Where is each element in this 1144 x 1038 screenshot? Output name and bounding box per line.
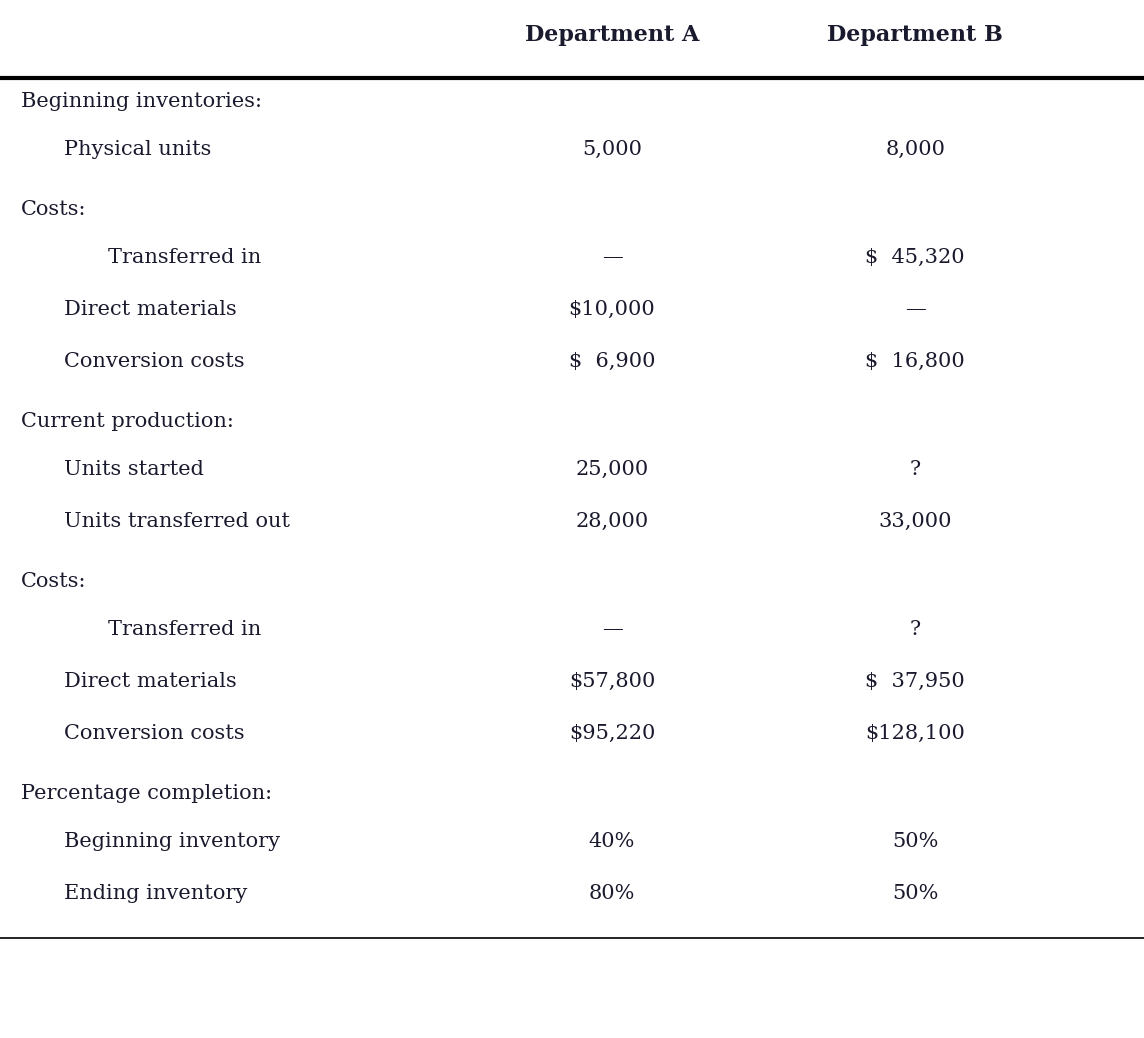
- Text: $  37,950: $ 37,950: [865, 672, 966, 691]
- Text: ?: ?: [909, 460, 921, 479]
- Text: —: —: [905, 300, 925, 319]
- Text: 28,000: 28,000: [575, 512, 649, 531]
- Text: $  16,800: $ 16,800: [865, 352, 966, 371]
- Text: Direct materials: Direct materials: [64, 300, 237, 319]
- Text: 33,000: 33,000: [879, 512, 952, 531]
- Text: $  45,320: $ 45,320: [865, 248, 966, 267]
- Text: $95,220: $95,220: [569, 723, 656, 743]
- Text: 80%: 80%: [589, 884, 635, 903]
- Text: Transferred in: Transferred in: [108, 620, 261, 639]
- Text: ?: ?: [909, 620, 921, 639]
- Text: Ending inventory: Ending inventory: [64, 884, 247, 903]
- Text: 40%: 40%: [589, 832, 635, 851]
- Text: —: —: [602, 248, 622, 267]
- Text: Units started: Units started: [64, 460, 204, 479]
- Text: 50%: 50%: [892, 884, 938, 903]
- Text: Department B: Department B: [827, 24, 1003, 46]
- Text: Direct materials: Direct materials: [64, 672, 237, 691]
- Text: 5,000: 5,000: [582, 140, 642, 159]
- Text: $57,800: $57,800: [569, 672, 656, 691]
- Text: Costs:: Costs:: [21, 572, 86, 591]
- Text: Beginning inventory: Beginning inventory: [64, 832, 280, 851]
- Text: Conversion costs: Conversion costs: [64, 723, 245, 743]
- Text: 8,000: 8,000: [885, 140, 945, 159]
- Text: Percentage completion:: Percentage completion:: [21, 784, 272, 803]
- Text: Physical units: Physical units: [64, 140, 212, 159]
- Text: $  6,900: $ 6,900: [569, 352, 656, 371]
- Text: $128,100: $128,100: [865, 723, 966, 743]
- Text: Beginning inventories:: Beginning inventories:: [21, 92, 262, 111]
- Text: Department A: Department A: [525, 24, 699, 46]
- Text: Costs:: Costs:: [21, 200, 86, 219]
- Text: 50%: 50%: [892, 832, 938, 851]
- Text: Current production:: Current production:: [21, 412, 233, 431]
- Text: —: —: [602, 620, 622, 639]
- Text: 25,000: 25,000: [575, 460, 649, 479]
- Text: Units transferred out: Units transferred out: [64, 512, 291, 531]
- Text: $10,000: $10,000: [569, 300, 656, 319]
- Text: Conversion costs: Conversion costs: [64, 352, 245, 371]
- Text: Transferred in: Transferred in: [108, 248, 261, 267]
